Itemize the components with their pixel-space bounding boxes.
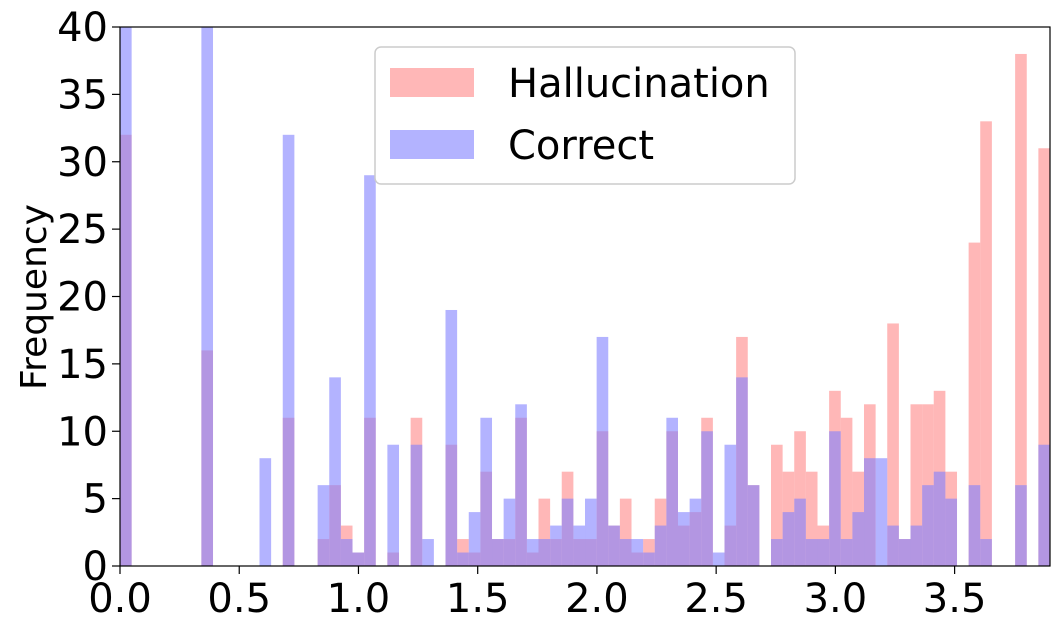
x-tick-label: 3.5 <box>923 576 987 622</box>
bar-correct-39 <box>573 525 586 566</box>
series-correct-bars <box>120 27 1051 567</box>
bar-correct-74 <box>980 539 992 566</box>
bar-correct-12 <box>259 458 272 566</box>
bar-correct-63 <box>852 512 865 566</box>
bar-hallucination-68 <box>910 404 923 566</box>
bar-correct-48 <box>678 512 690 566</box>
y-tick-label: 15 <box>57 342 108 388</box>
bar-hallucination-73 <box>968 242 981 566</box>
bar-correct-69 <box>922 485 934 566</box>
bar-correct-33 <box>503 498 516 567</box>
legend-swatch-correct <box>390 130 474 159</box>
bar-correct-32 <box>492 539 504 566</box>
x-tick-label: 0.0 <box>88 576 152 622</box>
bar-hallucination-62 <box>840 417 853 566</box>
bar-hallucination-56 <box>771 444 783 566</box>
x-tick-label: 2.5 <box>684 576 748 622</box>
bar-hallucination-66 <box>887 323 899 566</box>
bar-correct-70 <box>933 471 946 566</box>
bar-correct-53 <box>736 377 748 566</box>
legend-label-hallucination: Hallucination <box>508 61 770 107</box>
bar-hallucination-79 <box>1038 148 1051 566</box>
legend-box <box>374 46 796 185</box>
bar-hallucination-58 <box>794 431 806 566</box>
bar-correct-19 <box>340 539 353 566</box>
y-axis-ticks: 0 5 10 15 20 25 30 35 40 <box>57 5 120 590</box>
bar-correct-66 <box>887 525 899 566</box>
bar-correct-51 <box>712 552 725 566</box>
bar-correct-62 <box>840 539 853 566</box>
bar-correct-68 <box>910 525 923 566</box>
bar-correct-29 <box>457 552 469 566</box>
bar-correct-42 <box>608 525 620 566</box>
bar-correct-50 <box>701 431 713 566</box>
bar-correct-40 <box>585 498 597 567</box>
y-tick-label: 30 <box>57 140 108 186</box>
bar-hallucination-43 <box>619 498 632 567</box>
bar-correct-14 <box>282 134 295 567</box>
bar-hallucination-77 <box>1015 53 1027 566</box>
bar-correct-65 <box>875 458 888 566</box>
bar-correct-30 <box>468 512 481 566</box>
bar-correct-25 <box>410 444 423 566</box>
x-tick-label: 0.5 <box>207 576 271 622</box>
bar-correct-64 <box>864 458 876 566</box>
y-tick-label: 5 <box>83 477 108 523</box>
bar-correct-21 <box>364 175 376 567</box>
bar-correct-58 <box>794 498 806 567</box>
bar-correct-34 <box>515 404 527 566</box>
bar-correct-56 <box>771 539 783 566</box>
bar-correct-17 <box>317 485 330 566</box>
bar-correct-59 <box>805 539 818 566</box>
legend-label-correct: Correct <box>508 123 654 169</box>
bar-correct-0 <box>120 27 132 566</box>
legend-swatch-hallucination <box>390 68 474 97</box>
bar-correct-23 <box>387 444 400 566</box>
bar-correct-67 <box>898 539 911 566</box>
bar-correct-26 <box>422 539 434 566</box>
y-tick-label: 35 <box>57 72 108 118</box>
bar-correct-77 <box>1015 485 1027 566</box>
bar-correct-60 <box>817 539 830 566</box>
bar-correct-57 <box>782 512 795 566</box>
y-axis-title: Frequency <box>14 204 55 390</box>
bar-correct-79 <box>1038 444 1051 566</box>
bar-correct-61 <box>829 431 841 566</box>
legend: Hallucination Correct <box>374 46 796 185</box>
bar-correct-47 <box>666 417 678 566</box>
bar-correct-38 <box>561 498 574 567</box>
bar-correct-35 <box>526 539 539 566</box>
bar-correct-37 <box>550 525 562 566</box>
bar-hallucination-59 <box>805 471 818 566</box>
x-tick-label: 3.0 <box>804 576 868 622</box>
y-tick-label: 40 <box>57 5 108 51</box>
y-tick-label: 20 <box>57 275 108 321</box>
bar-correct-44 <box>631 539 644 566</box>
bar-correct-31 <box>480 417 493 566</box>
bar-correct-46 <box>654 525 667 566</box>
bar-correct-73 <box>968 485 981 566</box>
bar-correct-41 <box>596 336 609 566</box>
bar-correct-49 <box>689 498 702 567</box>
bar-correct-45 <box>643 552 655 566</box>
x-tick-label: 2.0 <box>565 576 629 622</box>
y-tick-label: 10 <box>57 409 108 455</box>
x-tick-label: 1.5 <box>446 576 510 622</box>
bar-correct-43 <box>619 539 632 566</box>
y-tick-label: 0 <box>83 544 108 590</box>
bar-correct-18 <box>329 377 341 566</box>
bar-correct-20 <box>352 552 365 566</box>
bar-correct-71 <box>945 498 958 567</box>
x-axis-ticks: 0.0 0.5 1.0 1.5 2.0 2.5 3.0 3.5 <box>88 566 986 622</box>
bar-correct-54 <box>747 485 760 566</box>
bar-correct-36 <box>538 539 551 566</box>
bar-hallucination-36 <box>538 498 551 567</box>
bar-correct-52 <box>724 444 737 566</box>
bar-hallucination-74 <box>980 121 992 566</box>
x-tick-label: 1.0 <box>327 576 391 622</box>
bar-correct-7 <box>201 27 214 566</box>
y-tick-label: 25 <box>57 207 108 253</box>
bar-correct-28 <box>445 309 458 566</box>
